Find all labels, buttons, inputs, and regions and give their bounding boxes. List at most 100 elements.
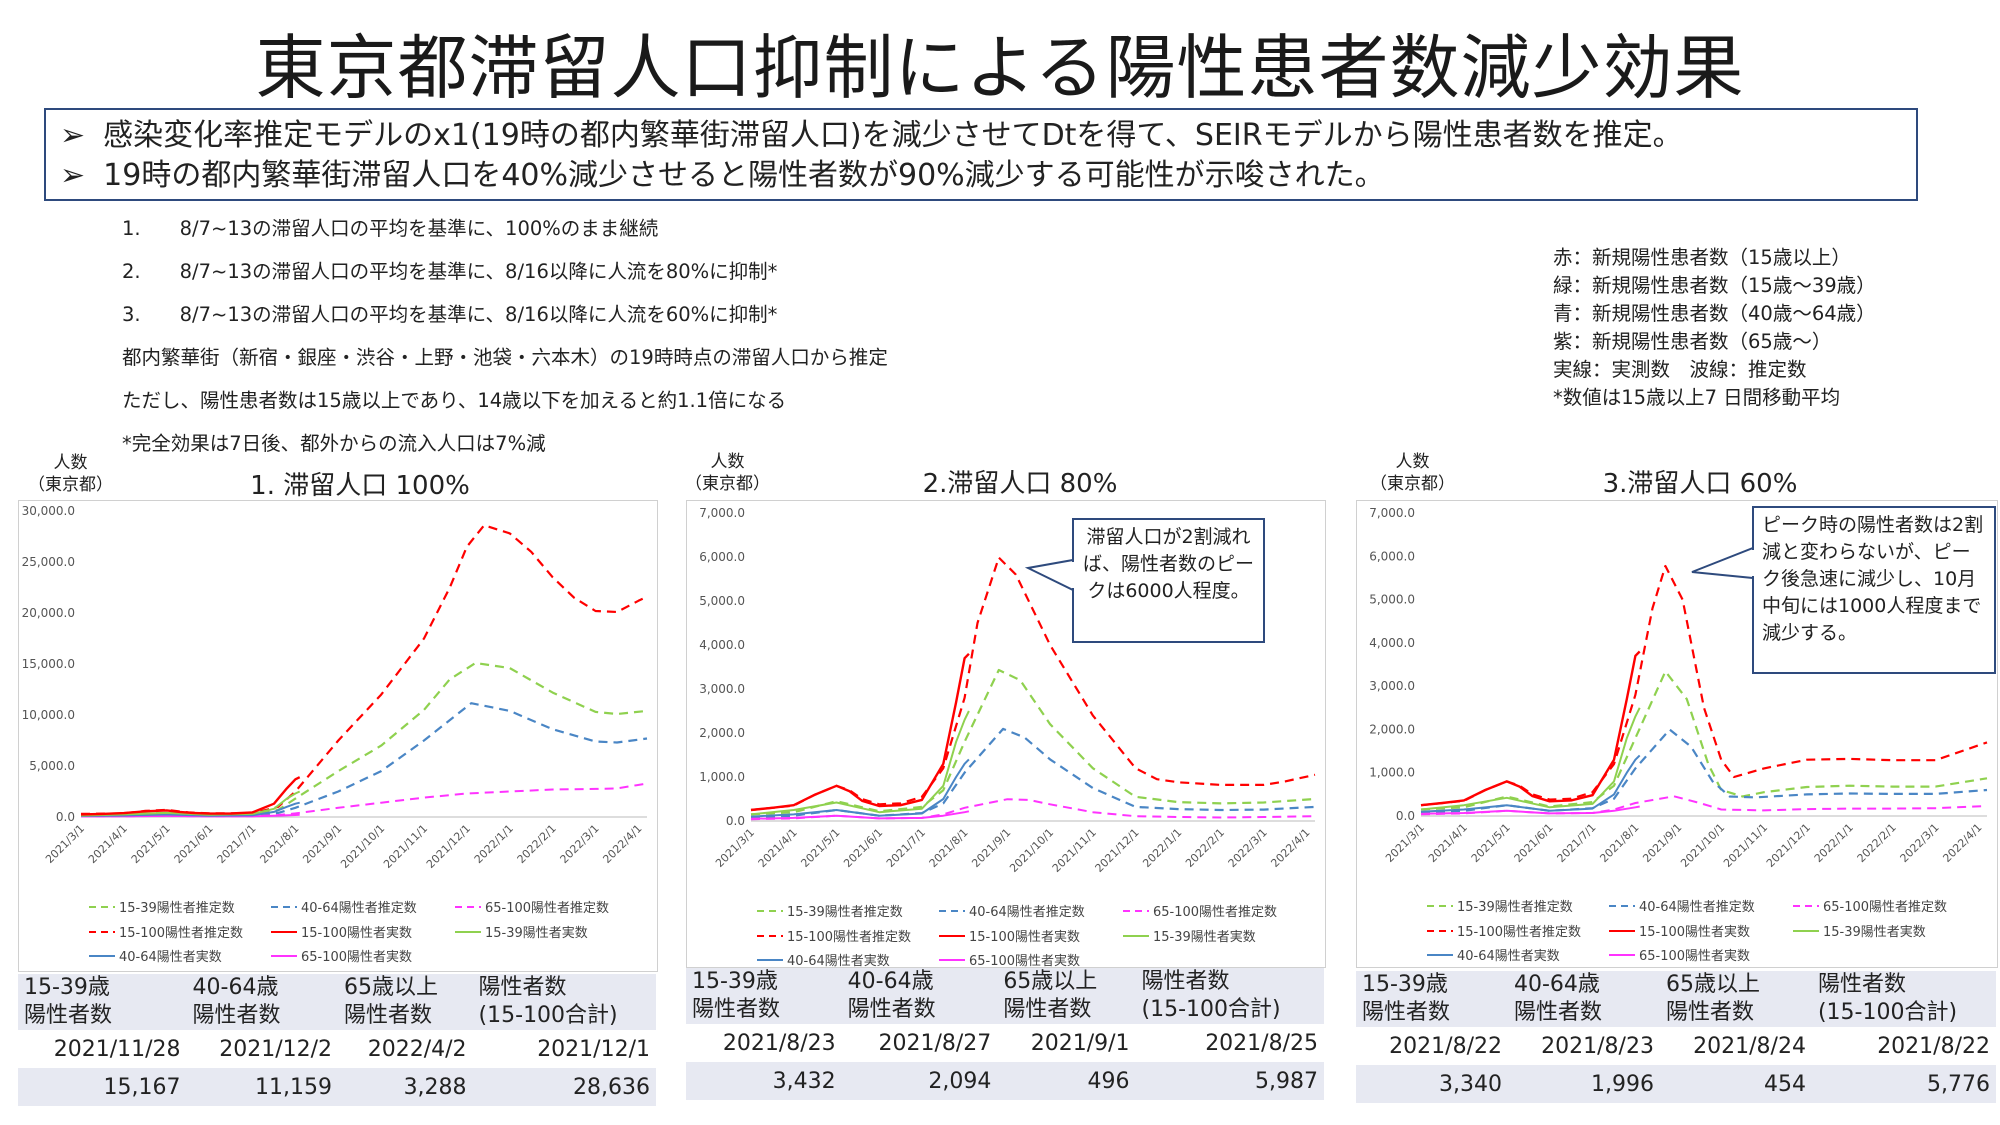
legend-label: 65-100陽性者実数 [301,949,412,965]
table-2-date-4: 2021/8/25 [1135,1024,1324,1062]
chart-2-ylabel: 人数 （東京都） [685,452,770,494]
y-tick-label: 2,000.0 [699,726,745,740]
chart-2-svg: 0.0 1,000.0 2,000.0 3,000.0 4,000.0 5,000.0 6,… [699,506,1316,969]
y-tick-label: 6,000.0 [699,550,745,564]
y-tick-label: 1,000.0 [1369,766,1415,780]
table-2-value-2: 2,094 [841,1062,998,1100]
chart-2-table: 15-39歳 陽性者数 40-64歳 陽性者数 65歳以上 陽性者数 陽性者数 (15-… [686,968,1324,1100]
legend-label: 65-100陽性者実数 [969,953,1080,967]
y-tick-label: 20,000.0 [22,606,75,620]
color-legend-red: 赤：新規陽性患者数（15歳以上） [1553,246,1851,269]
chart-1-title: 1. 滞留人口 100% [250,471,470,501]
chart-3-table: 15-39歳 陽性者数 40-64歳 陽性者数 65歳以上 陽性者数 陽性者数 (15-… [1356,971,1996,1103]
series-red-act [1420,650,1641,807]
legend-label: 65-100陽性者実数 [1639,948,1750,964]
y-tick-label: 0.0 [1396,809,1415,823]
series-blue-act [750,758,970,818]
table-1-value-1: 15,167 [18,1068,187,1106]
series-mag-act [1420,805,1640,815]
chart-3-svg: 0.0 1,000.0 2,000.0 3,000.0 4,000.0 5,000.0 6,… [1369,506,1988,964]
y-tick-label: 2,000.0 [1369,722,1415,736]
chart-1-table: 15-39歳 陽性者数 40-64歳 陽性者数 65歳以上 陽性者数 陽性者数 (15-… [18,974,656,1106]
summary-box: 感染変化率推定モデルのx1(19時の都内繁華街滞留人口)を減少させてDtを得て、… [44,108,1918,201]
note-5: ただし、陽性患者数は15歳以上であり、14歳以下を加えると約1.1倍になる [122,389,787,412]
legend-label: 15-100陽性者実数 [301,925,412,941]
color-legend-linestyle: 実線：実測数 波線：推定数 [1553,358,1807,381]
table-3-header-3: 65歳以上 陽性者数 [1659,971,1812,1027]
legend-label: 65-100陽性者推定数 [485,901,609,916]
legend-label: 40-64陽性者実数 [1457,948,1560,964]
table-1-date-1: 2021/11/28 [18,1030,187,1068]
y-tick-label: 30,000.0 [22,504,75,518]
note-3: 3. 8/7~13の滞留人口の平均を基準に、8/16以降に人流を60%に抑制* [122,303,778,326]
table-3-date-1: 2021/8/22 [1356,1027,1508,1065]
chart-3-callout-pointer [1691,546,1754,580]
series-green-act [750,710,970,816]
color-legend-purple: 紫：新規陽性患者数（65歳～） [1553,330,1832,353]
legend-label: 15-39陽性者推定数 [119,901,235,916]
table-3-value-3: 454 [1659,1065,1812,1103]
chart-3-title: 3.滞留人口 60% [1602,469,1798,499]
table-3-date-2: 2021/8/23 [1507,1027,1660,1065]
table-1-date-3: 2022/4/2 [338,1030,473,1068]
y-tick-label: 3,000.0 [699,682,745,696]
note-2: 2. 8/7~13の滞留人口の平均を基準に、8/16以降に人流を80%に抑制* [122,260,778,283]
color-legend-green: 緑：新規陽性患者数（15歳～39歳） [1553,274,1876,297]
table-2-header-1: 15-39歳 陽性者数 [686,968,842,1024]
y-tick-label: 5,000.0 [699,594,745,608]
series-mag-act [750,810,970,820]
table-2-date-1: 2021/8/23 [686,1024,842,1062]
table-1-value-3: 3,288 [338,1068,473,1106]
table-1-value-4: 28,636 [472,1068,656,1106]
table-3-header-2: 40-64歳 陽性者数 [1507,971,1660,1027]
series-blue-act [80,801,300,817]
note-6: *完全効果は7日後、都外からの流入人口は7%減 [122,432,546,455]
y-tick-label: 6,000.0 [1369,549,1415,563]
chart-2-title: 2.滞留人口 80% [922,469,1118,499]
series-blue-act [1420,754,1641,813]
legend-label: 15-100陽性者実数 [1639,924,1750,940]
table-3-header-4: 陽性者数 (15-100合計) [1811,971,1996,1027]
table-1-header-3: 65歳以上 陽性者数 [338,974,473,1030]
table-2-date-2: 2021/8/27 [841,1024,998,1062]
table-1-value-2: 11,159 [186,1068,339,1106]
summary-bullet-2: 19時の都内繁華街滞留人口を40%減少させると陽性者数が90%減少する可能性が示… [60,156,1916,196]
chart-3-ylabel: 人数 （東京都） [1370,452,1455,494]
table-3-header-1: 15-39歳 陽性者数 [1356,971,1508,1027]
y-tick-label: 7,000.0 [1369,506,1415,520]
summary-bullet-1: 感染変化率推定モデルのx1(19時の都内繁華街滞留人口)を減少させてDtを得て、… [60,116,1916,156]
table-3-value-4: 5,776 [1811,1065,1996,1103]
legend-label: 40-64陽性者推定数 [1639,900,1755,915]
legend-label: 15-100陽性者推定数 [787,930,911,945]
legend-label: 40-64陽性者実数 [787,953,890,967]
table-2-value-3: 496 [997,1062,1136,1100]
y-tick-label: 7,000.0 [699,506,745,520]
table-1-header-4: 陽性者数 (15-100合計) [472,974,656,1030]
chart-1-ylabel: 人数 （東京都） [28,453,113,495]
table-2-value-1: 3,432 [686,1062,842,1100]
legend-label: 15-39陽性者実数 [1823,924,1926,940]
table-2-value-4: 5,987 [1135,1062,1324,1100]
note-1: 1. 8/7~13の滞留人口の平均を基準に、100%のまま継続 [122,217,659,240]
chart-3-callout: ピーク時の陽性者数は2割減と変わらないが、ピーク後急速に減少し、10月中旬には1… [1752,506,1996,674]
table-3-value-2: 1,996 [1507,1065,1660,1103]
page-title: 東京都滞留人口抑制による陽性患者数減少効果 [255,27,1745,109]
legend-label: 40-64陽性者実数 [119,949,222,965]
y-tick-label: 0.0 [726,814,745,828]
legend-label: 40-64陽性者推定数 [969,905,1085,920]
table-2-header-3: 65歳以上 陽性者数 [997,968,1136,1024]
table-1-header-1: 15-39歳 陽性者数 [18,974,187,1030]
series-green-act [1420,707,1641,811]
legend-label: 15-39陽性者実数 [485,925,588,941]
y-tick-label: 4,000.0 [699,638,745,652]
table-2-header-2: 40-64歳 陽性者数 [841,968,998,1024]
series-blue-est [1420,728,1988,814]
y-tick-label: 4,000.0 [1369,636,1415,650]
y-tick-label: 10,000.0 [22,708,75,722]
y-tick-label: 1,000.0 [699,770,745,784]
table-2-date-3: 2021/9/1 [997,1024,1136,1062]
color-legend-blue: 青：新規陽性患者数（40歳～64歳） [1553,302,1876,325]
legend-label: 40-64陽性者推定数 [301,901,417,916]
series-green-est [80,661,648,817]
